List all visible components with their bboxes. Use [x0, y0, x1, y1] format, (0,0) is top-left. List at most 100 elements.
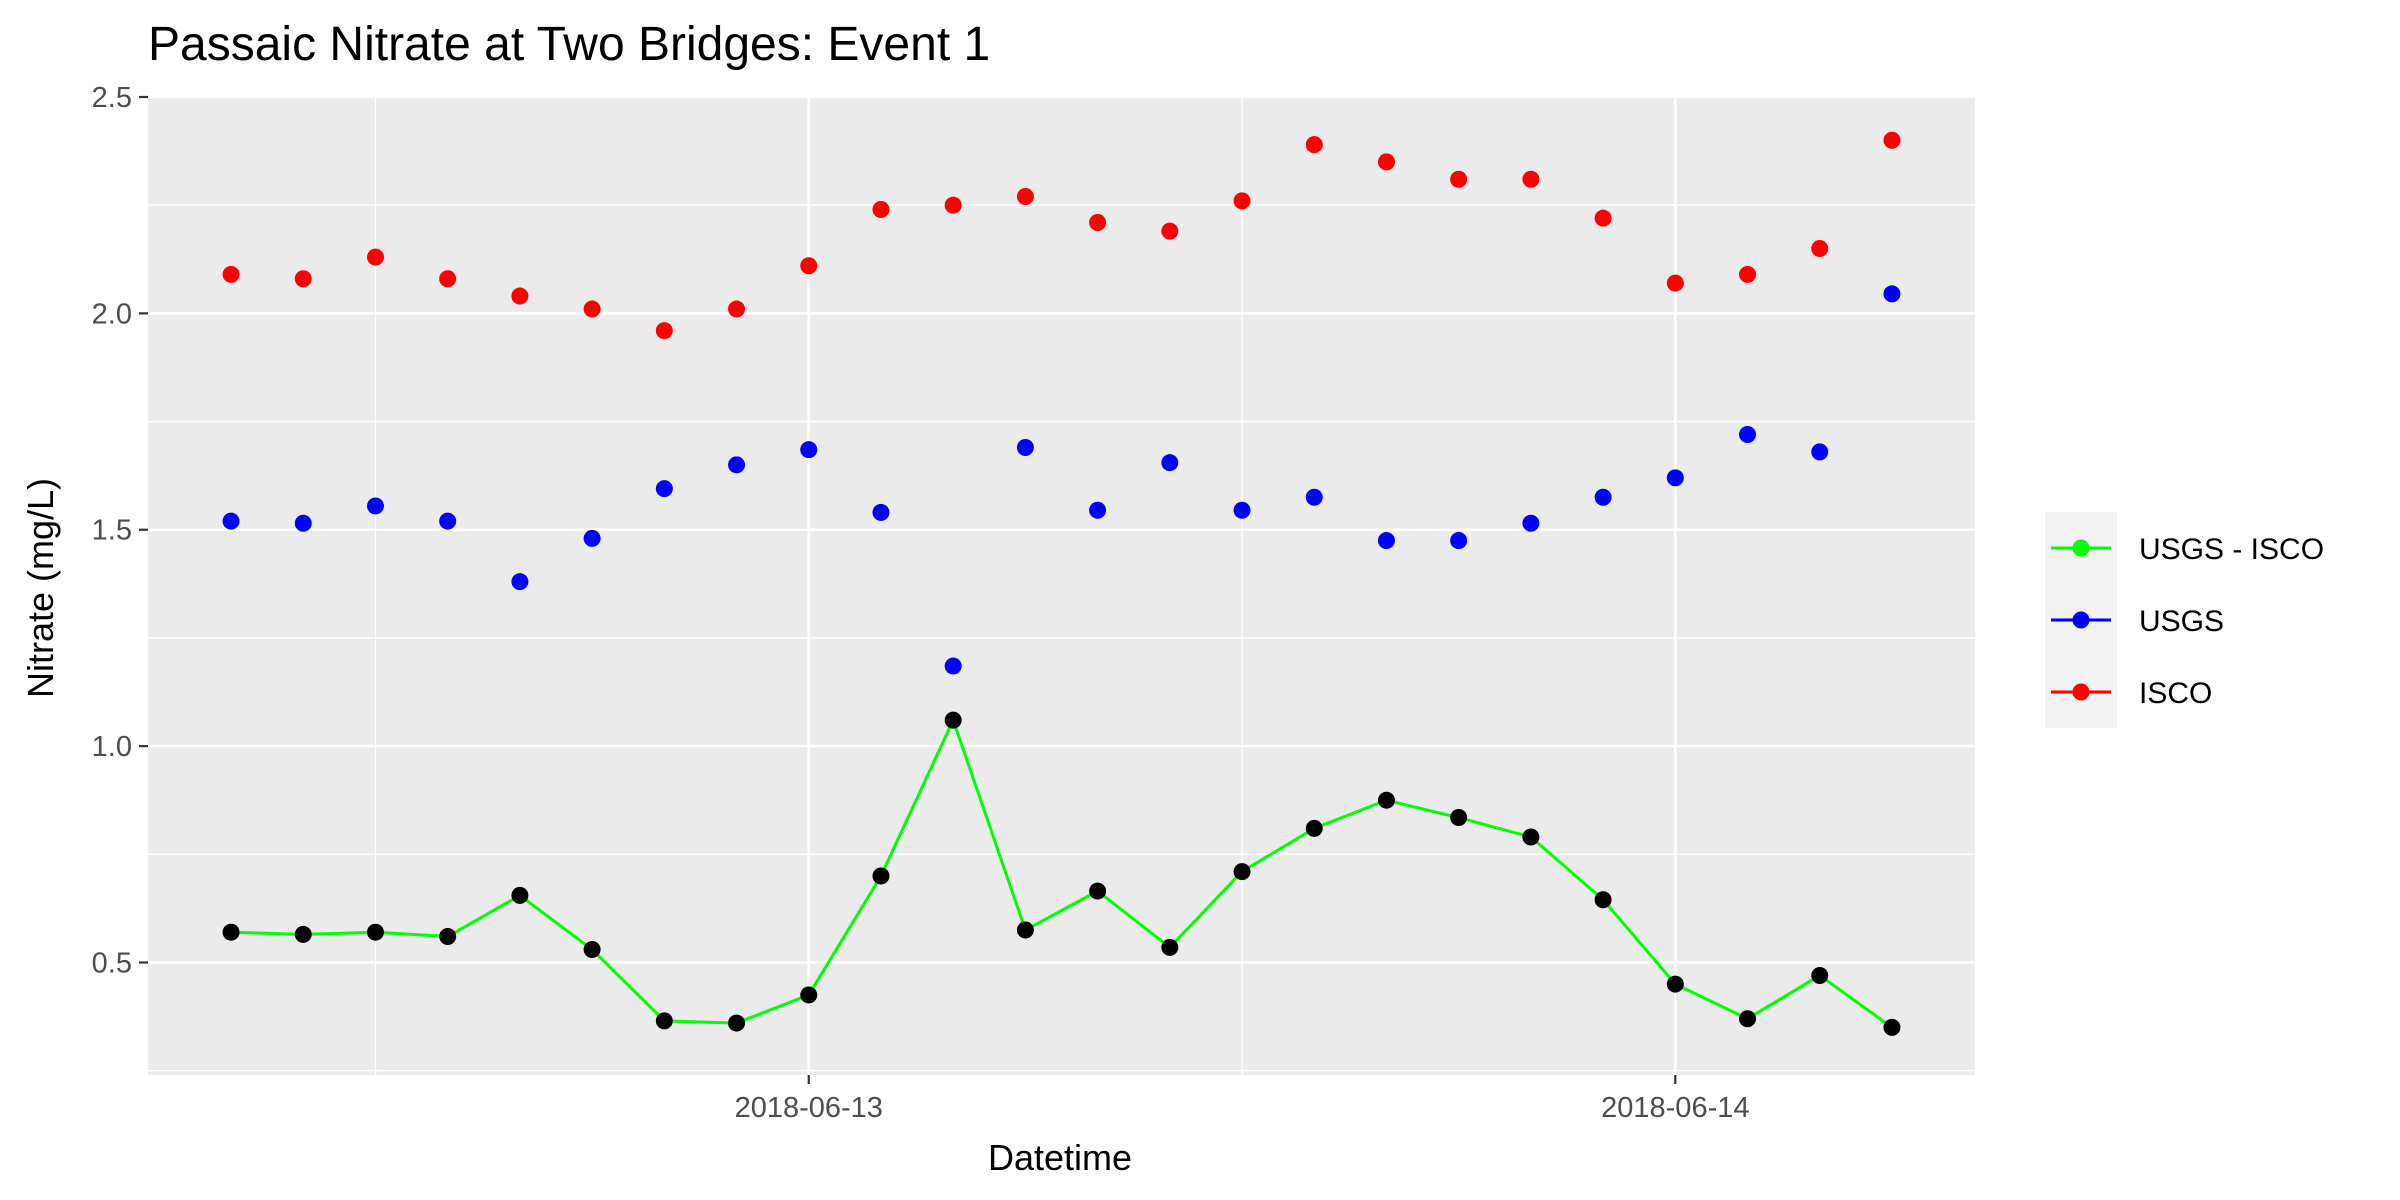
data-point — [511, 886, 529, 904]
y-tick-label: 0.5 — [92, 947, 132, 979]
data-point — [728, 456, 746, 474]
data-point — [1305, 819, 1323, 837]
data-point — [294, 925, 312, 943]
chart-marks — [222, 131, 1901, 1036]
legend-label: ISCO — [2139, 677, 2212, 710]
data-point — [1811, 239, 1829, 257]
data-point — [439, 270, 457, 288]
data-point — [1883, 1018, 1901, 1036]
data-point — [655, 1012, 673, 1030]
data-point — [366, 248, 384, 266]
data-point — [872, 503, 890, 521]
data-point — [222, 265, 240, 283]
data-point — [1739, 426, 1757, 444]
data-point — [1233, 192, 1251, 210]
legend-item: USGS - ISCO — [2045, 512, 2324, 584]
data-point — [1305, 488, 1323, 506]
data-point — [1450, 532, 1468, 550]
series-line — [231, 716, 1893, 1029]
x-tick-label: 2018-06-14 — [1601, 1092, 1749, 1124]
data-point — [800, 257, 818, 275]
legend-key-point — [2072, 611, 2090, 629]
series-2 — [222, 131, 1901, 340]
series-1 — [222, 285, 1901, 675]
data-point — [1016, 439, 1034, 457]
data-point — [583, 941, 601, 959]
x-axis-title: Datetime — [988, 1137, 1132, 1178]
data-point — [1305, 136, 1323, 154]
data-point — [294, 514, 312, 532]
plot-panel — [148, 95, 1975, 1075]
data-point — [872, 867, 890, 885]
legend-item: USGS — [2045, 584, 2224, 656]
data-point — [1089, 213, 1107, 231]
data-point — [872, 201, 890, 219]
data-point — [222, 512, 240, 530]
series-0 — [222, 711, 1901, 1036]
y-tick-label: 1.5 — [92, 515, 132, 547]
data-point — [655, 480, 673, 498]
y-tick-label: 1.0 — [92, 731, 132, 763]
data-point — [583, 300, 601, 318]
data-point — [1377, 532, 1395, 550]
chart-title: Passaic Nitrate at Two Bridges: Event 1 — [148, 18, 990, 71]
data-point — [1811, 443, 1829, 461]
data-point — [1522, 514, 1540, 532]
data-point — [1233, 863, 1251, 881]
legend-item: ISCO — [2045, 656, 2212, 728]
data-point — [944, 657, 962, 675]
panel-background — [148, 97, 1975, 1075]
data-point — [1666, 274, 1684, 292]
data-point — [1811, 966, 1829, 984]
data-point — [800, 441, 818, 459]
data-point — [1739, 265, 1757, 283]
data-point — [1161, 222, 1179, 240]
data-point — [1161, 454, 1179, 472]
data-point — [1161, 938, 1179, 956]
y-axis-title: Nitrate (mg/L) — [20, 478, 61, 698]
data-point — [1450, 809, 1468, 827]
data-point — [1883, 285, 1901, 303]
y-tick-label: 2.5 — [92, 82, 132, 114]
data-point — [1377, 791, 1395, 809]
data-point — [511, 287, 529, 305]
data-point — [511, 573, 529, 591]
legend-label: USGS — [2139, 605, 2224, 638]
data-point — [728, 300, 746, 318]
legend-key-point — [2072, 539, 2090, 557]
axes: 0.5 1.0 1.5 2.0 2.5 2018-06-13 2018-06-14 — [92, 82, 1750, 1124]
data-point — [655, 322, 673, 340]
legend-key-point — [2072, 683, 2090, 701]
data-point — [222, 923, 240, 941]
data-point — [439, 512, 457, 530]
data-point — [944, 196, 962, 214]
data-point — [1522, 170, 1540, 188]
data-point — [728, 1014, 746, 1032]
data-point — [1089, 882, 1107, 900]
data-point — [439, 928, 457, 946]
data-point — [1522, 828, 1540, 846]
y-tick-label: 2.0 — [92, 298, 132, 330]
data-point — [366, 497, 384, 515]
data-point — [1233, 501, 1251, 519]
data-point — [1594, 488, 1612, 506]
legend: USGS - ISCO USGS ISCO — [2045, 512, 2324, 728]
data-point — [294, 270, 312, 288]
data-point — [583, 529, 601, 547]
data-point — [1016, 188, 1034, 206]
data-point — [1666, 469, 1684, 487]
x-tick-label: 2018-06-13 — [735, 1092, 883, 1124]
data-point — [1739, 1010, 1757, 1028]
data-point — [1883, 131, 1901, 149]
data-point — [800, 986, 818, 1004]
data-point — [1450, 170, 1468, 188]
data-point — [1377, 153, 1395, 171]
data-point — [366, 923, 384, 941]
data-point — [944, 711, 962, 729]
data-point — [1666, 975, 1684, 993]
legend-label: USGS - ISCO — [2139, 533, 2324, 566]
data-point — [1089, 501, 1107, 519]
data-point — [1016, 921, 1034, 939]
data-point — [1594, 891, 1612, 909]
